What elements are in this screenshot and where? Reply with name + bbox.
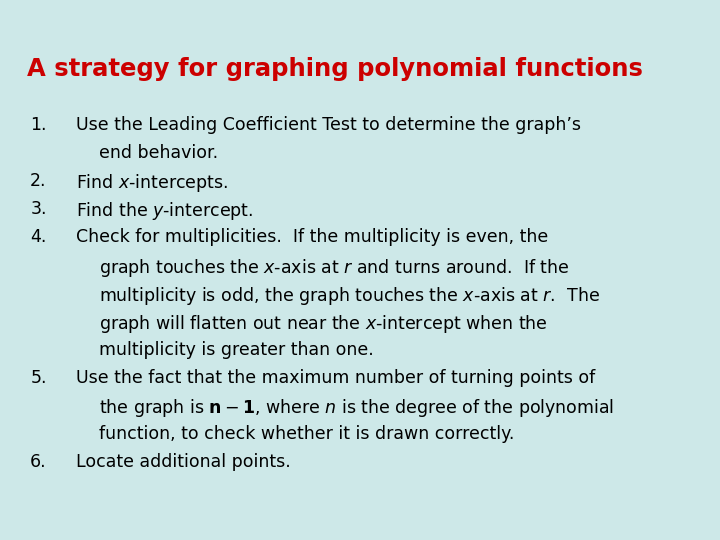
- Text: graph touches the $x$-axis at $r$ and turns around.  If the: graph touches the $x$-axis at $r$ and tu…: [99, 256, 570, 279]
- Text: A strategy for graphing polynomial functions: A strategy for graphing polynomial funct…: [27, 57, 643, 80]
- Text: Use the fact that the maximum number of turning points of: Use the fact that the maximum number of …: [76, 369, 595, 387]
- Text: graph will flatten out near the $x$-intercept when the: graph will flatten out near the $x$-inte…: [99, 313, 548, 335]
- Text: 3.: 3.: [30, 200, 47, 218]
- Text: Locate additional points.: Locate additional points.: [76, 453, 290, 471]
- Text: function, to check whether it is drawn correctly.: function, to check whether it is drawn c…: [99, 425, 515, 443]
- Text: 4.: 4.: [30, 228, 47, 246]
- Text: Check for multiplicities.  If the multiplicity is even, the: Check for multiplicities. If the multipl…: [76, 228, 548, 246]
- Text: 5.: 5.: [30, 369, 47, 387]
- Text: multiplicity is odd, the graph touches the $x$-axis at $r$.  The: multiplicity is odd, the graph touches t…: [99, 285, 600, 307]
- Text: Find $x$-intercepts.: Find $x$-intercepts.: [76, 172, 228, 194]
- Text: 2.: 2.: [30, 172, 47, 190]
- Text: Use the Leading Coefficient Test to determine the graph’s: Use the Leading Coefficient Test to dete…: [76, 116, 580, 134]
- Text: the graph is $\mathbf{n} - \mathbf{1}$, where $n$ is the degree of the polynomia: the graph is $\mathbf{n} - \mathbf{1}$, …: [99, 397, 614, 419]
- Text: 1.: 1.: [30, 116, 47, 134]
- Text: multiplicity is greater than one.: multiplicity is greater than one.: [99, 341, 374, 359]
- Text: end behavior.: end behavior.: [99, 144, 218, 162]
- Text: 6.: 6.: [30, 453, 47, 471]
- Text: Find the $y$-intercept.: Find the $y$-intercept.: [76, 200, 253, 222]
